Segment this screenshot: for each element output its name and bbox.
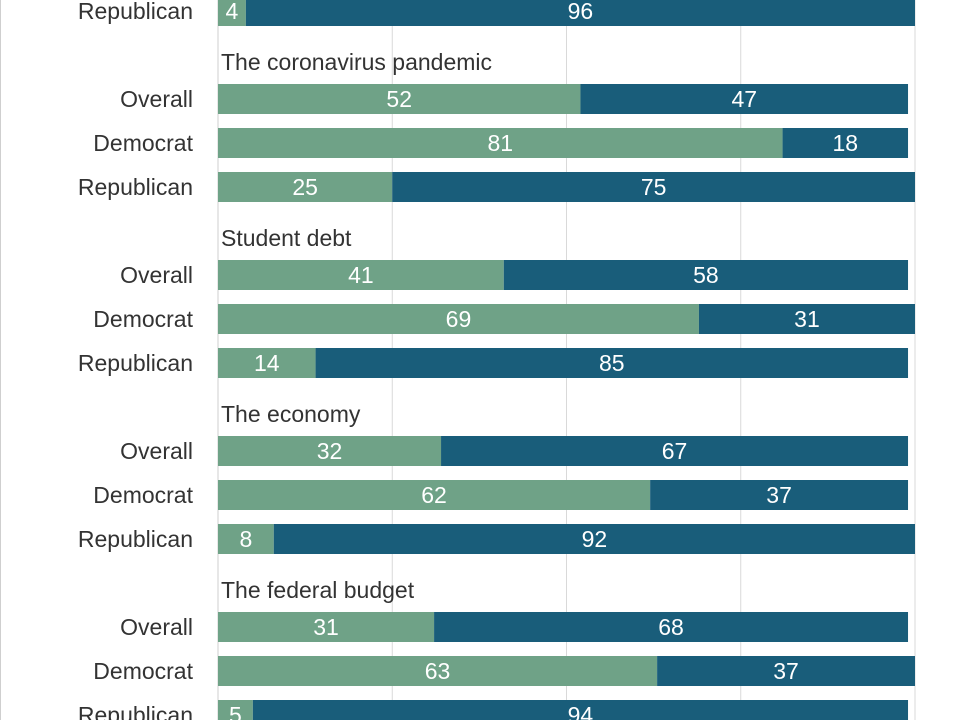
bar-value-label: 37	[766, 482, 792, 508]
bar-value-label: 81	[487, 130, 513, 156]
row-label: Overall	[120, 86, 193, 112]
bar-segment-first	[218, 0, 246, 26]
bar-value-label: 25	[292, 174, 318, 200]
bar-segment-first	[218, 656, 658, 686]
bar-value-label: 31	[794, 306, 820, 332]
bar-value-label: 47	[731, 86, 757, 112]
bar-value-label: 58	[693, 262, 719, 288]
bar-value-label: 52	[386, 86, 412, 112]
group-title: The coronavirus pandemic	[221, 49, 492, 75]
bar-segment-first	[218, 348, 316, 378]
bar-value-label: 14	[254, 350, 280, 376]
bar-segment-second	[245, 0, 915, 26]
bar-segment-second	[580, 84, 909, 114]
bar-value-label: 31	[313, 614, 339, 640]
row-label: Republican	[78, 350, 193, 376]
bar-value-label: 41	[348, 262, 374, 288]
bar-segment-first	[218, 436, 442, 466]
bar-value-label: 4	[226, 0, 239, 24]
row-label: Democrat	[93, 658, 193, 684]
bar-value-label: 8	[239, 526, 252, 552]
bar-value-label: 96	[568, 0, 594, 24]
bar-segment-first	[218, 172, 393, 202]
bar-segment-second	[252, 700, 909, 720]
row-label: Republican	[78, 702, 193, 720]
bar-value-label: 62	[421, 482, 447, 508]
row-label: Republican	[78, 0, 193, 24]
group-title: The federal budget	[221, 577, 415, 603]
row-label: Overall	[120, 262, 193, 288]
row-label: Overall	[120, 438, 193, 464]
row-label: Overall	[120, 614, 193, 640]
bar-value-label: 68	[658, 614, 684, 640]
bar-value-label: 5	[229, 702, 242, 720]
bar-value-label: 32	[317, 438, 343, 464]
bar-segment-second	[657, 656, 915, 686]
bar-segment-first	[218, 128, 783, 158]
bar-value-label: 92	[582, 526, 608, 552]
bar-value-label: 37	[773, 658, 799, 684]
bar-segment-second	[392, 172, 915, 202]
bar-value-label: 18	[833, 130, 859, 156]
bar-segment-first	[218, 260, 504, 290]
row-label: Democrat	[93, 482, 193, 508]
bar-segment-first	[218, 84, 581, 114]
bar-segment-second	[434, 612, 909, 642]
bar-segment-second	[315, 348, 909, 378]
row-label: Republican	[78, 174, 193, 200]
group-title: Student debt	[221, 225, 352, 251]
bar-segment-first	[218, 700, 253, 720]
bar-segment-second	[698, 304, 915, 334]
bar-segment-first	[218, 304, 699, 334]
bar-segment-second	[441, 436, 909, 466]
row-label: Democrat	[93, 130, 193, 156]
bar-segment-first	[218, 480, 651, 510]
bar-value-label: 75	[641, 174, 667, 200]
bar-segment-second	[503, 260, 909, 290]
bar-segment-first	[218, 524, 274, 554]
bar-value-label: 67	[662, 438, 688, 464]
bar-segment-second	[273, 524, 915, 554]
row-label: Republican	[78, 526, 193, 552]
row-label: Democrat	[93, 306, 193, 332]
bar-value-label: 69	[446, 306, 472, 332]
bar-value-label: 63	[425, 658, 451, 684]
group-title: The economy	[221, 401, 361, 427]
bar-value-label: 85	[599, 350, 625, 376]
bar-segment-second	[782, 128, 909, 158]
bar-segment-second	[650, 480, 909, 510]
bar-segment-first	[218, 612, 435, 642]
bar-value-label: 94	[568, 702, 594, 720]
